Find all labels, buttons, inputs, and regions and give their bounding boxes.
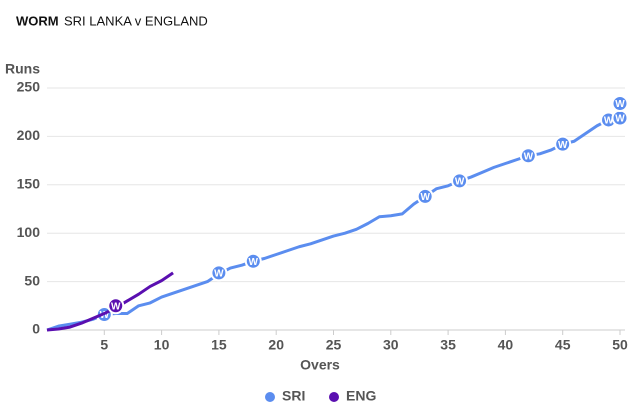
wicket-label: W — [524, 151, 534, 162]
y-tick-label: 50 — [24, 272, 40, 288]
x-axis-label: Overs — [300, 357, 340, 373]
y-tick-label: 150 — [17, 176, 41, 192]
wicket-marker — [244, 252, 262, 270]
wicket-label: W — [615, 114, 625, 125]
wicket-label: W — [604, 116, 614, 127]
x-tick-label: 15 — [211, 337, 227, 353]
y-axis-label: Runs — [5, 61, 40, 77]
x-tick-label: 10 — [154, 337, 170, 353]
wicket-label: W — [249, 257, 259, 268]
y-tick-label: 250 — [17, 79, 41, 95]
legend-swatch — [329, 392, 339, 402]
wicket-label: W — [100, 310, 110, 321]
wicket-label: W — [615, 99, 625, 110]
wicket-marker — [107, 297, 125, 315]
chart-subtitle: SRI LANKA v ENGLAND — [64, 13, 208, 28]
x-tick-label: 40 — [498, 337, 514, 353]
legend-swatch — [265, 392, 275, 402]
wicket-label: W — [420, 192, 430, 203]
wicket-marker — [554, 135, 572, 153]
wicket-marker — [611, 94, 629, 112]
legend-label: SRI — [282, 388, 305, 404]
x-tick-label: 25 — [326, 337, 342, 353]
y-tick-label: 200 — [17, 127, 41, 143]
x-tick-label: 50 — [612, 337, 628, 353]
wicket-label: W — [455, 177, 465, 188]
x-tick-label: 35 — [440, 337, 456, 353]
y-tick-label: 0 — [32, 321, 40, 337]
x-tick-label: 5 — [100, 337, 108, 353]
wicket-marker — [519, 147, 537, 165]
x-tick-label: 20 — [268, 337, 284, 353]
wicket-label: W — [214, 269, 224, 280]
wicket-marker — [451, 172, 469, 190]
y-tick-label: 100 — [17, 224, 41, 240]
wicket-label: W — [558, 140, 568, 151]
legend-label: ENG — [346, 388, 376, 404]
chart-title: WORM — [16, 13, 59, 28]
wicket-marker — [416, 187, 434, 205]
x-tick-label: 45 — [555, 337, 571, 353]
x-tick-label: 30 — [383, 337, 399, 353]
wicket-label: W — [111, 301, 121, 312]
wicket-marker — [210, 264, 228, 282]
